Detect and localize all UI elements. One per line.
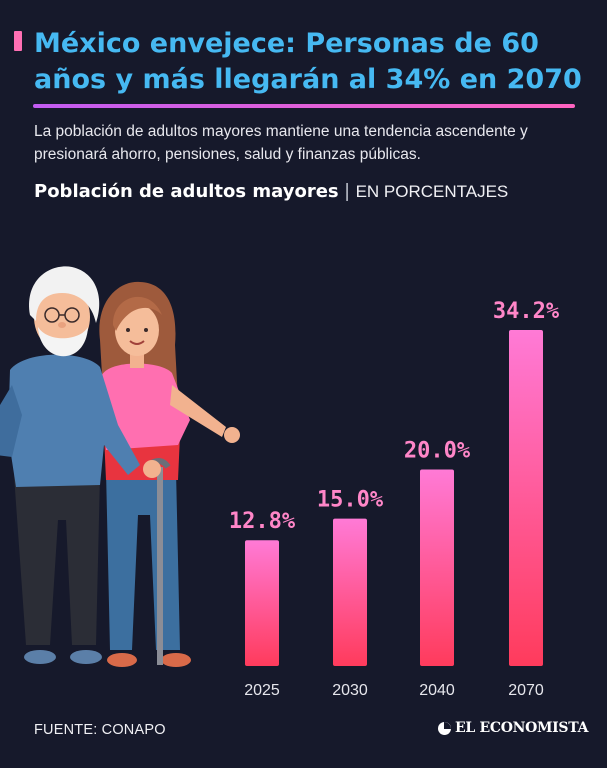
brand-name: EL ECONOMISTA — [455, 720, 589, 736]
chart-title: Población de adultos mayores — [34, 181, 339, 202]
title-accent-marker — [14, 31, 22, 51]
chart-heading: Población de adultos mayores | EN PORCENTA… — [34, 180, 508, 204]
brand-mark-icon — [438, 721, 451, 735]
source-note: FUENTE: CONAPO — [34, 722, 166, 738]
brand-logo: EL ECONOMISTA — [438, 720, 588, 736]
value-label-2025: 12.8% — [229, 509, 296, 534]
x-tick-label-2030: 2030 — [332, 682, 368, 699]
page-title: México envejece: Personas de 60 años y m… — [34, 28, 582, 95]
bar-2040 — [420, 469, 454, 666]
bar-2030 — [333, 518, 367, 666]
elderly-couple-illustration — [0, 266, 240, 667]
man-figure — [0, 266, 171, 665]
chart-unit-label: EN PORCENTAJES — [355, 182, 509, 201]
bar-series: 12.8% 2025 15.0% 2030 20.0% 2040 34.2% 2070 — [229, 299, 560, 699]
value-label-2070: 34.2% — [493, 299, 560, 324]
value-label-2030: 15.0% — [317, 488, 384, 513]
page-subtitle: La población de adultos mayores mantiene… — [34, 123, 528, 163]
chart-heading-separator: | — [344, 181, 350, 202]
title-divider — [33, 104, 575, 108]
x-tick-label-2070: 2070 — [508, 682, 544, 699]
bar-2070 — [509, 330, 543, 666]
bar-2025 — [245, 540, 279, 666]
value-label-2040: 20.0% — [404, 439, 471, 464]
x-tick-label-2025: 2025 — [244, 682, 280, 699]
x-tick-label-2040: 2040 — [419, 682, 455, 699]
